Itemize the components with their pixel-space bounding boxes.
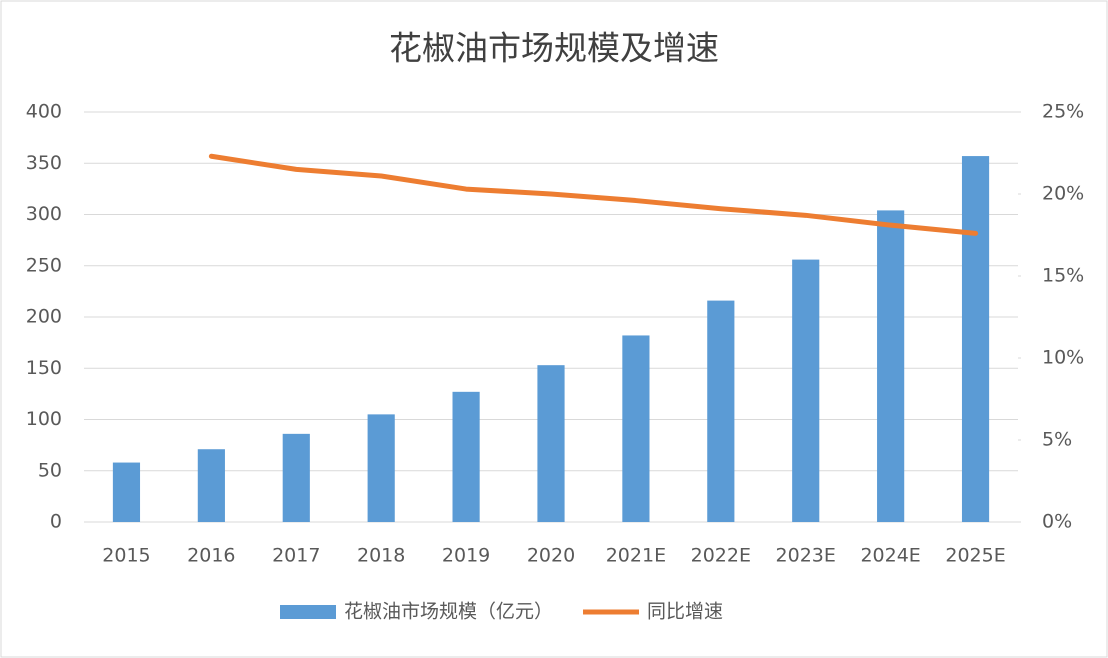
bar [622, 335, 650, 522]
y2-tick-label: 25% [1042, 101, 1084, 123]
x-tick-label: 2019 [442, 545, 490, 567]
legend-swatch [280, 605, 336, 619]
y2-tick-label: 15% [1042, 265, 1084, 287]
line [208, 153, 979, 236]
y-tick-label: 150 [26, 357, 62, 379]
y-tick-label: 400 [26, 101, 62, 123]
chart-title: 花椒油市场规模及增速 [389, 29, 719, 68]
bar [877, 210, 905, 522]
y2-tick-label: 10% [1042, 347, 1084, 369]
y-tick-label: 0 [50, 511, 62, 533]
y2-tick-label: 5% [1042, 429, 1072, 451]
x-tick-label: 2020 [527, 545, 575, 567]
x-tick-label: 2022E [691, 545, 751, 567]
legend-label: 同比增速 [647, 601, 723, 623]
bar [452, 391, 480, 522]
bar [707, 300, 735, 522]
bar [112, 462, 141, 522]
bar [961, 156, 990, 522]
x-tick-label: 2024E [860, 545, 920, 567]
y-tick-label: 50 [38, 459, 62, 481]
y-tick-label: 250 [26, 254, 62, 276]
y2-tick-label: 20% [1042, 183, 1084, 205]
x-tick-label: 2015 [102, 545, 150, 567]
y2-tick-label: 0% [1042, 511, 1072, 533]
y-tick-label: 350 [26, 152, 62, 174]
x-tick-label: 2023E [776, 545, 836, 567]
y-tick-label: 300 [26, 203, 62, 225]
bar [282, 433, 310, 522]
x-tick-label: 2016 [187, 545, 235, 567]
x-tick-label: 2017 [272, 545, 320, 567]
x-tick-label: 2021E [606, 545, 666, 567]
legend-label: 花椒油市场规模（亿元） [344, 601, 553, 623]
x-tick-label: 2025E [945, 545, 1005, 567]
bar [367, 414, 395, 522]
y-tick-label: 100 [26, 408, 62, 430]
bar [792, 259, 820, 522]
x-tick-label: 2018 [357, 545, 405, 567]
y-tick-label: 200 [26, 306, 62, 328]
bar [537, 365, 565, 522]
bar [197, 449, 225, 522]
